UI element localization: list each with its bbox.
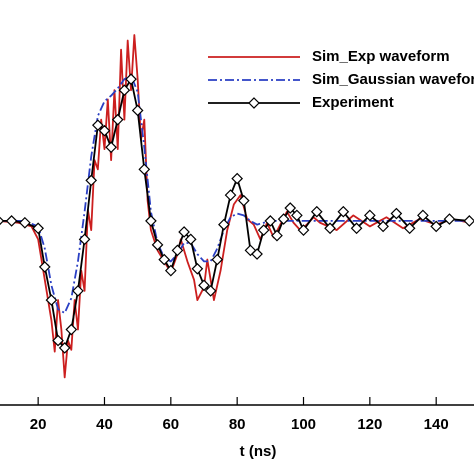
series-marker — [0, 216, 5, 226]
series-marker — [377, 220, 389, 233]
series-marker — [105, 141, 117, 154]
series-marker — [264, 215, 277, 227]
series-marker — [131, 104, 144, 117]
series-marker — [277, 213, 290, 225]
series-marker — [463, 215, 474, 227]
series-marker — [178, 226, 190, 238]
series-marker — [19, 216, 31, 229]
series-marker — [145, 215, 157, 227]
series-marker — [218, 218, 230, 231]
legend-marker — [248, 97, 260, 109]
series-marker — [138, 163, 151, 176]
series-marker — [211, 253, 224, 266]
series-marker — [5, 215, 18, 227]
x-tick-label: 20 — [30, 416, 47, 433]
series-marker — [111, 113, 124, 126]
series-marker — [151, 238, 164, 251]
series-marker — [237, 194, 250, 207]
x-tick-label: 100 — [291, 416, 316, 433]
series-marker — [390, 207, 403, 220]
legend-label: Sim_Exp waveform — [312, 48, 450, 65]
series-marker — [78, 233, 91, 246]
series-marker — [430, 220, 443, 233]
series-marker — [58, 342, 71, 354]
series-marker — [118, 84, 131, 97]
x-tick-label: 40 — [96, 416, 113, 433]
series-marker — [310, 205, 323, 218]
series-marker — [271, 229, 283, 242]
series-marker — [417, 209, 429, 222]
series-marker — [52, 334, 64, 347]
series-marker — [125, 73, 137, 86]
series-marker — [443, 213, 456, 225]
series-marker — [337, 205, 350, 218]
series-marker — [191, 262, 204, 275]
series-marker — [257, 224, 270, 236]
series-marker — [231, 172, 244, 185]
series-marker — [38, 261, 51, 273]
legend-label: Experiment — [312, 94, 394, 111]
series-marker — [224, 189, 237, 201]
x-tick-label: 60 — [162, 416, 179, 433]
series-marker — [72, 285, 84, 297]
series-marker — [297, 224, 310, 236]
series-marker — [45, 294, 58, 306]
x-tick-label: 140 — [424, 416, 449, 433]
x-tick-label: 80 — [229, 416, 246, 433]
series-marker — [164, 264, 177, 277]
series-marker — [403, 222, 416, 235]
series-marker — [158, 253, 171, 266]
series-marker — [198, 279, 210, 292]
series-marker — [244, 244, 257, 257]
series-marker — [291, 209, 303, 222]
series-marker — [32, 222, 44, 235]
series-marker — [98, 124, 111, 137]
series-marker — [92, 119, 104, 132]
series-marker — [363, 209, 376, 222]
series-marker — [251, 248, 263, 260]
series-marker — [324, 222, 336, 235]
x-tick-label: 120 — [357, 416, 382, 433]
x-axis-label: t (ns) — [240, 443, 277, 460]
series-marker — [284, 202, 297, 214]
legend-label: Sim_Gaussian waveform — [312, 71, 474, 88]
series-marker — [350, 222, 363, 235]
series-line — [0, 74, 470, 314]
series-marker — [184, 233, 197, 246]
series-marker — [171, 244, 184, 257]
series-marker — [65, 323, 78, 336]
series-marker — [204, 285, 217, 297]
series-marker — [85, 174, 98, 187]
